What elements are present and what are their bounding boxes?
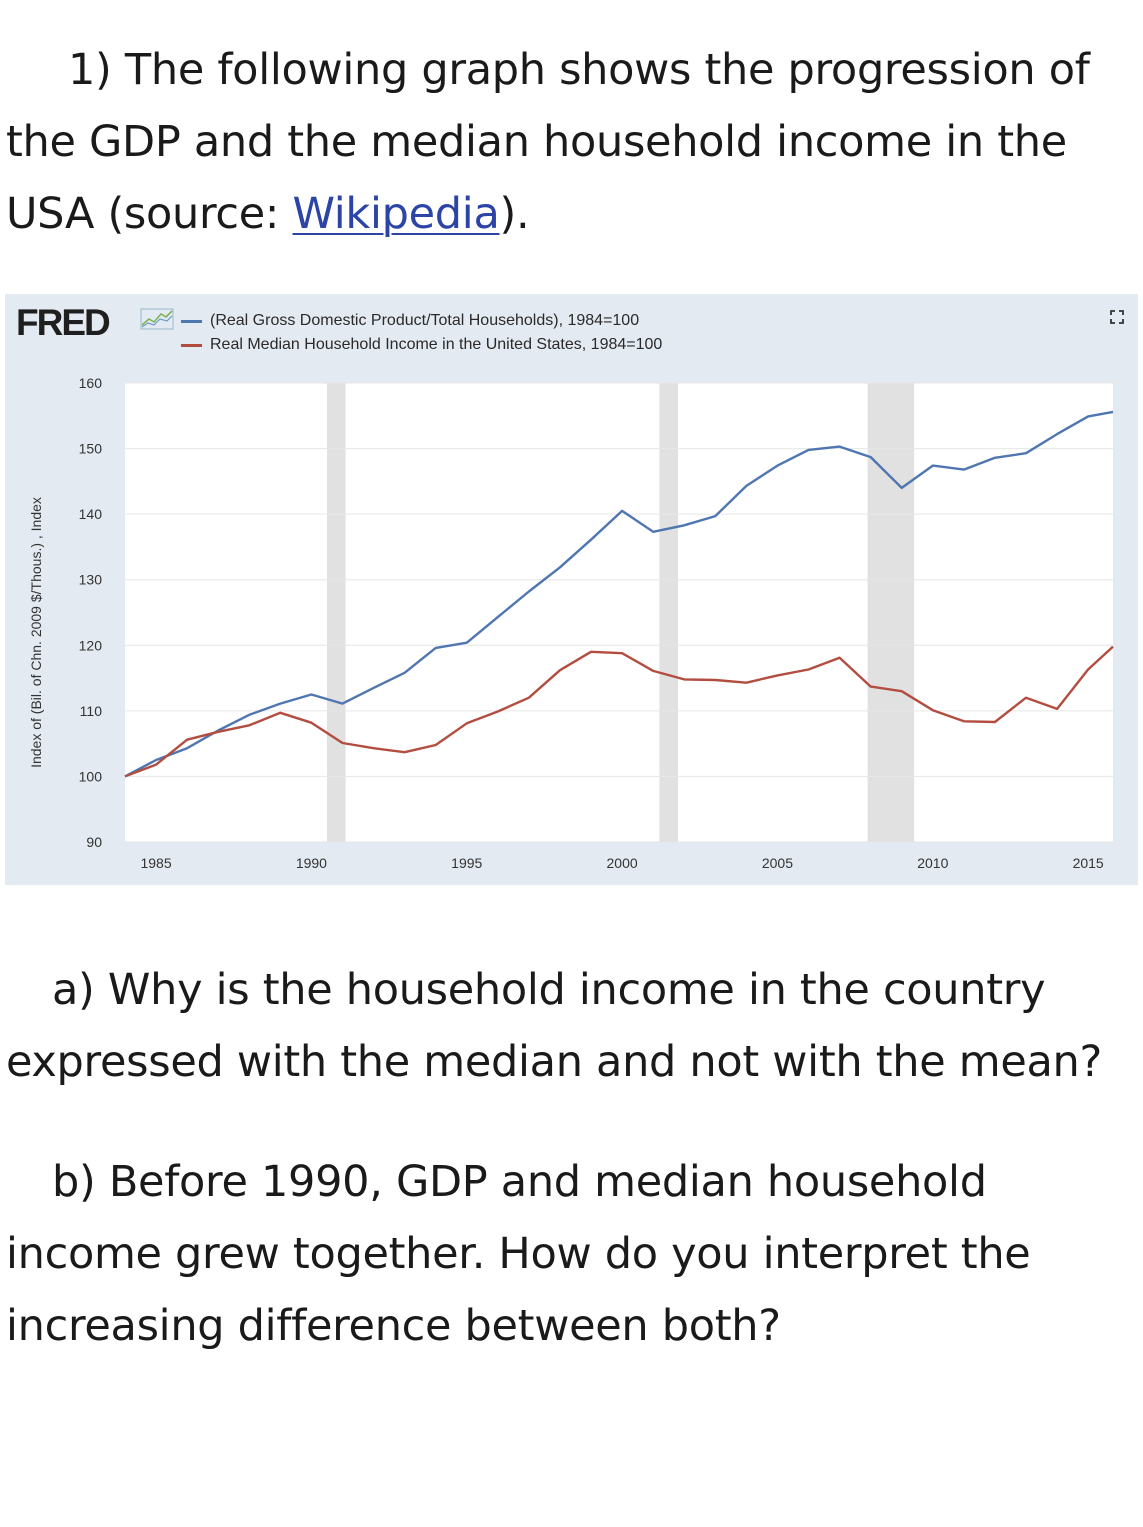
x-tick-label: 2000 [607,855,638,871]
y-tick-label: 110 [80,703,103,719]
fullscreen-icon[interactable] [1110,310,1124,324]
x-tick-label: 2005 [762,855,793,871]
y-tick-label: 130 [79,572,103,588]
plot-area: 90 100 110 120 130 140 150 160 1985 1990 1995 2000 2… [28,375,1114,871]
legend-label-gdp: (Real Gross Domestic Product/Total House… [210,312,640,329]
plot-background [125,383,1113,842]
legend-swatch-gdp [181,319,202,323]
wikipedia-link[interactable]: Wikipedia [292,189,500,239]
question-intro: 1) The following graph shows the progres… [6,34,1140,250]
question-part-a: a) Why is the household income in the co… [6,965,1102,1087]
legend-swatch-income [181,343,202,347]
y-tick-label: 140 [79,506,103,522]
y-tick-label: 90 [86,834,102,850]
fred-graph-icon [140,308,174,330]
legend-label-income: Real Median Household Income in the Unit… [210,336,663,353]
y-tick-label: 160 [79,375,103,391]
legend-item-gdp: (Real Gross Domestic Product/Total House… [181,310,639,332]
intro-end: ). [499,189,530,239]
x-tick-label: 2015 [1073,855,1104,871]
y-tick-label: 100 [79,768,103,784]
question-part-b: b) Before 1990, GDP and median household… [6,1157,1031,1351]
x-tick-label: 1995 [451,855,482,871]
y-tick-label: 150 [79,441,103,457]
y-axis-label: Index of (Bil. of Chn. 2009 $/Thous.) , … [28,497,44,768]
x-tick-label: 1990 [296,855,327,871]
recession-band [867,383,915,842]
y-tick-label: 120 [79,637,103,653]
x-tick-label: 1985 [140,855,171,871]
recession-band [659,383,679,842]
chart-panel: 90 100 110 120 130 140 150 160 1985 1990 1995 2000 2… [5,294,1138,885]
series-line-income [124,645,1114,778]
fred-logo[interactable]: FRED [16,302,111,343]
intro-text: 1) The following graph shows the progres… [6,45,1090,239]
x-tick-label: 2010 [917,855,948,871]
series-line-gdp [124,410,1114,778]
recession-band [326,383,346,842]
legend-item-income: Real Median Household Income in the Unit… [181,334,662,356]
